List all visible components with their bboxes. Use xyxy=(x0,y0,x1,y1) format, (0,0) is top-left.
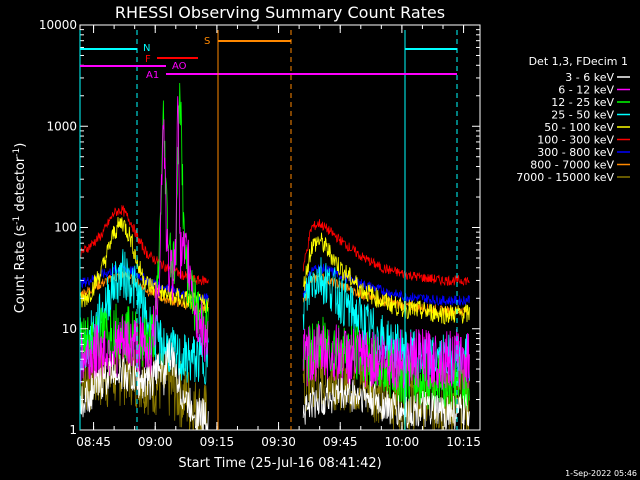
x-tick-label: 09:00 xyxy=(138,435,173,449)
x-tick-label: 08:45 xyxy=(76,435,111,449)
attenuator-a1-label: A1 xyxy=(146,70,159,81)
saa-label: S xyxy=(204,36,210,47)
y-tick-label: 1 xyxy=(69,423,77,437)
series-line-6-12-kev-1 xyxy=(80,96,209,384)
data-marks xyxy=(80,82,470,430)
x-tick-label: 09:30 xyxy=(261,435,296,449)
attenuator-a0-label: AO xyxy=(172,61,187,72)
observing-annotations: NF AO A1 S xyxy=(79,30,458,430)
series-line-3-6-kev-2 xyxy=(302,377,470,430)
legend-title: Det 1,3, FDecim 1 xyxy=(529,55,628,68)
footer-date: 1-Sep-2022 05:46 xyxy=(565,469,637,478)
legend-label: 6 - 12 keV xyxy=(558,84,614,97)
y-axis-label-sup1: -1 xyxy=(12,216,22,225)
x-tick-label: 10:00 xyxy=(385,435,420,449)
y-tick-label: 100 xyxy=(54,221,77,235)
legend-label: 100 - 300 keV xyxy=(537,134,614,147)
y-axis-label-sup2: -1 xyxy=(12,148,22,157)
legend-label: 300 - 800 keV xyxy=(537,146,614,159)
series-line-3-6-kev-1 xyxy=(80,339,209,430)
legend-label: 50 - 100 keV xyxy=(544,121,614,134)
x-axis-label: Start Time (25-Jul-16 08:41:42) xyxy=(178,456,381,471)
series-line-50-100-kev-1 xyxy=(80,216,209,315)
legend-label: 25 - 50 keV xyxy=(551,109,614,122)
legend-label: 7000 - 15000 keV xyxy=(516,171,614,184)
flare-label: F xyxy=(145,54,151,65)
y-tick-label: 1000 xyxy=(46,119,77,133)
legend-label: 800 - 7000 keV xyxy=(530,159,614,172)
y-axis-label-b: detector xyxy=(13,156,28,216)
x-tick-label: 09:15 xyxy=(200,435,235,449)
series-line-7000-15000-kev-1 xyxy=(80,334,209,430)
y-tick-label: 10000 xyxy=(39,18,77,32)
series-line-300-800-kev-2 xyxy=(302,263,470,306)
x-tick-label: 09:45 xyxy=(323,435,358,449)
y-tick-label: 10 xyxy=(62,322,77,336)
y-axis-label: Count Rate (s-1 detector-1) xyxy=(12,143,28,314)
chart-title: RHESSI Observing Summary Count Rates xyxy=(115,3,445,22)
x-tick-label: 10:15 xyxy=(446,435,481,449)
night-label: N xyxy=(143,43,150,54)
series-line-6-12-kev-2 xyxy=(302,323,470,390)
y-axis-label-c: ) xyxy=(13,143,28,148)
series-line-100-300-kev-2 xyxy=(302,219,470,287)
series-line-50-100-kev-2 xyxy=(302,232,470,325)
y-axis-label-a: Count Rate (s xyxy=(13,225,28,314)
legend-label: 3 - 6 keV xyxy=(565,71,614,84)
legend-label: 12 - 25 keV xyxy=(551,96,614,109)
